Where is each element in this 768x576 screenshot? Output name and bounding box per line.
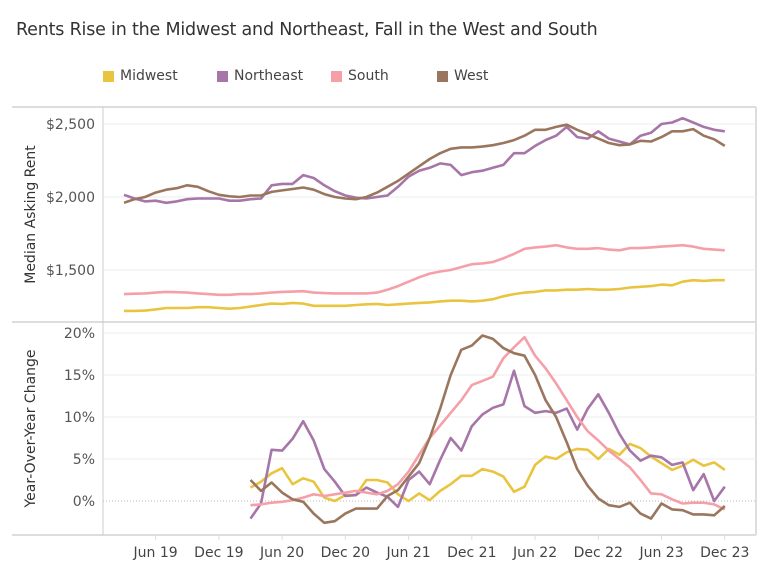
y-axis-title: Year-Over-Year Change (23, 349, 39, 508)
legend-item-south[interactable]: South (331, 68, 437, 84)
series-line-midwest-yoy (249, 442, 726, 503)
y-tick-label: $2,500 (46, 117, 95, 133)
y-tick-label: 0% (73, 494, 95, 510)
y-tick-label: 5% (73, 452, 95, 468)
chart-title: Rents Rise in the Midwest and Northeast,… (16, 20, 598, 40)
legend-swatch (103, 70, 114, 82)
x-tick-label: Dec 20 (321, 545, 370, 561)
legend-item-west[interactable]: West (437, 68, 488, 84)
y-tick-label: 10% (64, 410, 95, 426)
x-tick-label: Dec 21 (447, 545, 496, 561)
x-tick-label: Dec 19 (194, 545, 243, 561)
y-tick-label: $2,000 (46, 190, 95, 206)
legend-item-midwest[interactable]: Midwest (103, 68, 217, 84)
x-tick-label: Jun 20 (259, 545, 304, 561)
series-line-south-yoy (250, 335, 726, 511)
x-tick-label: Jun 21 (386, 545, 431, 561)
series-line-northeast-rent (123, 116, 725, 205)
legend-swatch (437, 70, 448, 82)
legend: Midwest Northeast South West (103, 68, 488, 84)
legend-label: Midwest (120, 68, 178, 84)
series-line-west-rent (123, 123, 726, 205)
legend-item-northeast[interactable]: Northeast (217, 68, 331, 84)
series-line-west-yoy (249, 334, 726, 525)
series-line-south-rent (123, 243, 725, 297)
x-tick-label: Jun 19 (133, 545, 178, 561)
legend-swatch (217, 70, 228, 82)
y-tick-label: $1,500 (46, 263, 95, 279)
y-axis-title: Median Asking Rent (23, 145, 39, 284)
legend-label: Northeast (234, 68, 304, 84)
y-tick-label: 20% (64, 326, 95, 342)
legend-label: South (348, 68, 389, 84)
legend-swatch (331, 70, 342, 82)
x-tick-label: Jun 22 (512, 545, 557, 561)
x-tick-label: Dec 23 (700, 545, 749, 561)
series-line-midwest-rent (124, 278, 725, 313)
y-tick-label: 15% (64, 368, 95, 384)
x-tick-label: Dec 22 (574, 545, 623, 561)
series-line-northeast-yoy (249, 369, 726, 520)
x-tick-label: Jun 23 (638, 545, 683, 561)
legend-label: West (454, 68, 489, 84)
